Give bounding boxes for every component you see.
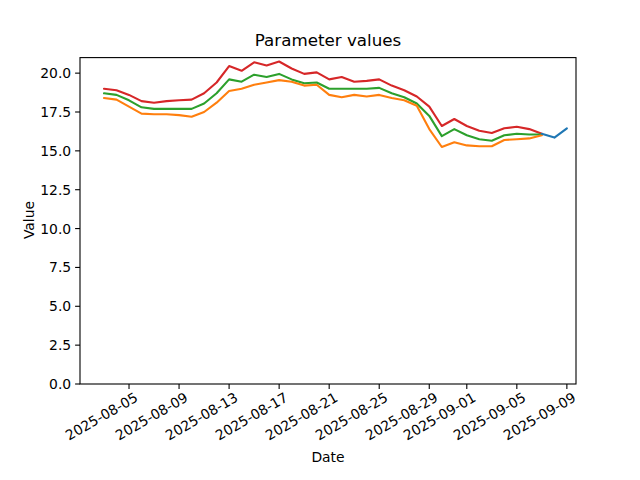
y-tick-label: 10.0 [11,221,71,237]
y-tick-label: 15.0 [11,143,71,159]
chart-title: Parameter values [80,31,576,49]
y-tick-label: 2.5 [11,337,71,353]
y-tick-label: 5.0 [11,298,71,314]
series-green-line [104,74,542,141]
y-tick-label: 12.5 [11,182,71,198]
y-tick-label: 7.5 [11,259,71,275]
axes-frame [80,58,576,384]
y-tick-label: 17.5 [11,104,71,120]
series-orange-line [104,80,542,147]
y-tick-label: 20.0 [11,65,71,81]
series-red-line [104,62,542,134]
y-tick-label: 0.0 [11,376,71,392]
series-blue-line [542,128,567,137]
figure-canvas: Parameter values Date Value 2025-08-0520… [0,0,640,480]
